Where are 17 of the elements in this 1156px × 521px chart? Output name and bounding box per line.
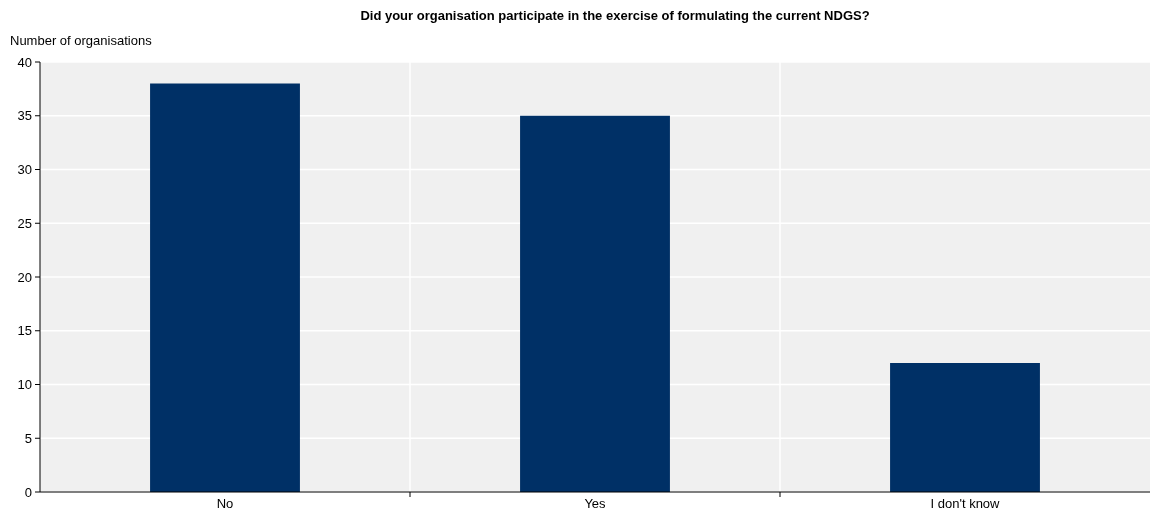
bar [520, 115, 670, 492]
y-tick-label: 30 [17, 162, 32, 178]
y-tick-label: 0 [24, 484, 32, 500]
y-tick-label: 15 [17, 323, 32, 339]
y-tick-label: 35 [17, 108, 32, 124]
y-tick-label: 20 [17, 269, 32, 285]
y-tick-label: 40 [17, 54, 32, 70]
y-tick-label: 25 [17, 215, 32, 231]
x-tick-label: No [216, 496, 234, 511]
chart-title: Did your organisation participate in the exercise of formulating the current NDGS? [360, 8, 870, 23]
x-tick-label: Yes [584, 496, 607, 511]
bar [150, 83, 300, 492]
bar [890, 363, 1040, 492]
y-tick-label: 5 [24, 430, 32, 446]
x-tick-label: I don't know [930, 496, 1001, 511]
y-axis-title: Number of organisations [10, 33, 153, 48]
y-tick-label: 10 [17, 377, 32, 393]
